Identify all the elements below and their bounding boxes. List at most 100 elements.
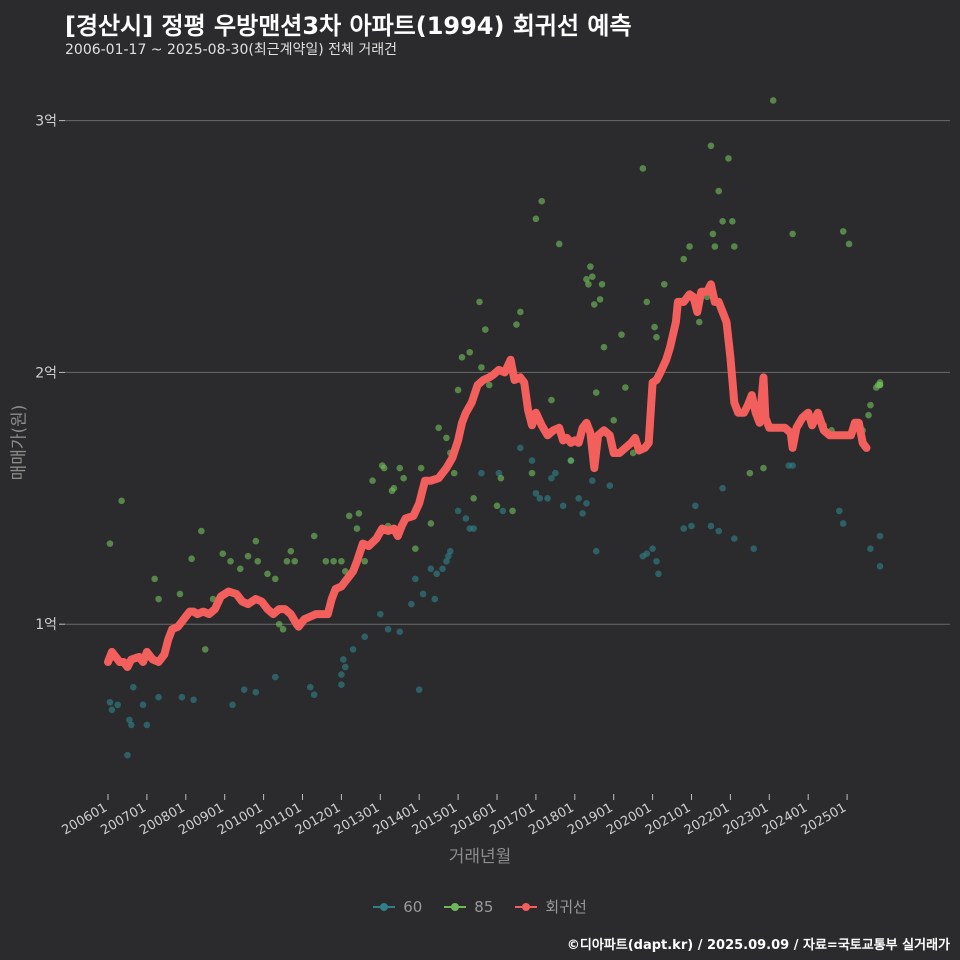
data-point-85 bbox=[291, 557, 299, 565]
data-point-85 bbox=[271, 575, 279, 583]
data-point-60 bbox=[338, 681, 345, 688]
data-point-60 bbox=[876, 532, 884, 540]
data-point-85 bbox=[254, 557, 262, 565]
data-point-60 bbox=[499, 507, 507, 515]
data-point-85 bbox=[695, 318, 703, 326]
data-point-60 bbox=[575, 495, 582, 502]
data-point-60 bbox=[419, 590, 427, 598]
data-point-85 bbox=[118, 497, 125, 505]
regression-line bbox=[104, 280, 871, 671]
data-point-60 bbox=[310, 691, 318, 699]
data-point-85 bbox=[476, 298, 483, 306]
data-point-60 bbox=[583, 500, 590, 507]
data-point-60 bbox=[789, 462, 796, 469]
data-point-85 bbox=[361, 557, 369, 565]
data-point-60 bbox=[431, 595, 439, 603]
data-point-85 bbox=[176, 590, 184, 598]
data-point-85 bbox=[219, 550, 227, 557]
data-point-85 bbox=[598, 280, 606, 288]
data-point-85 bbox=[287, 547, 295, 555]
data-point-60 bbox=[688, 522, 695, 530]
legend-swatch-85 bbox=[444, 901, 467, 913]
data-point-60 bbox=[439, 565, 446, 573]
legend-label-regression: 회귀선 bbox=[545, 898, 587, 916]
data-point-85 bbox=[400, 474, 407, 482]
legend-item-regression: 회귀선 bbox=[515, 896, 587, 917]
data-point-60 bbox=[412, 575, 419, 583]
data-point-85 bbox=[839, 228, 847, 235]
x-axis-label: 거래년월 bbox=[448, 847, 512, 867]
data-point-60 bbox=[349, 646, 357, 653]
data-point-85 bbox=[338, 557, 345, 565]
data-point-60 bbox=[427, 565, 435, 573]
data-point-85 bbox=[155, 595, 162, 603]
data-point-60 bbox=[443, 557, 450, 565]
data-point-60 bbox=[548, 474, 555, 482]
data-point-60 bbox=[836, 507, 843, 515]
data-point-60 bbox=[384, 625, 392, 633]
data-point-85 bbox=[322, 557, 330, 565]
chart-title: [경산시] 정평 우방맨션3차 아파트(1994) 회귀선 예측 bbox=[65, 12, 632, 40]
data-point-85 bbox=[412, 545, 419, 552]
data-point-85 bbox=[493, 502, 501, 510]
legend-label-60: 60 bbox=[403, 897, 423, 916]
data-point-85 bbox=[789, 230, 796, 238]
y-tick-label: 2억 bbox=[35, 365, 57, 381]
data-point-60 bbox=[361, 633, 369, 641]
data-point-85 bbox=[517, 308, 524, 316]
y-axis-label: 매매가(원) bbox=[9, 404, 30, 481]
data-point-85 bbox=[719, 218, 726, 225]
data-point-85 bbox=[188, 555, 195, 563]
data-point-60 bbox=[447, 547, 454, 555]
data-point-85 bbox=[497, 474, 505, 482]
data-point-85 bbox=[567, 457, 575, 464]
data-point-85 bbox=[653, 333, 660, 341]
data-point-60 bbox=[124, 751, 131, 759]
data-point-85 bbox=[236, 565, 244, 573]
data-point-85 bbox=[760, 464, 767, 472]
y-tick-label: 1억 bbox=[35, 617, 57, 633]
data-point-60 bbox=[106, 698, 114, 706]
data-point-60 bbox=[478, 469, 485, 477]
data-point-85 bbox=[730, 243, 738, 250]
data-point-85 bbox=[106, 540, 114, 547]
data-point-60 bbox=[876, 562, 884, 570]
data-point-85 bbox=[680, 255, 688, 263]
data-point-60 bbox=[306, 683, 314, 691]
data-point-60 bbox=[730, 535, 738, 542]
data-point-60 bbox=[445, 552, 452, 560]
data-point-85 bbox=[590, 301, 598, 308]
data-point-60 bbox=[589, 477, 596, 484]
data-point-85 bbox=[151, 575, 158, 583]
legend-swatch-60 bbox=[373, 901, 396, 913]
data-point-60 bbox=[190, 696, 197, 704]
data-point-85 bbox=[330, 557, 337, 565]
data-point-60 bbox=[528, 457, 536, 464]
data-point-60 bbox=[536, 495, 544, 502]
data-point-85 bbox=[622, 384, 629, 391]
data-point-60 bbox=[129, 683, 137, 691]
data-point-60 bbox=[707, 522, 715, 530]
data-point-60 bbox=[750, 545, 758, 552]
data-point-85 bbox=[244, 552, 252, 560]
data-point-85 bbox=[686, 243, 693, 250]
data-point-60 bbox=[552, 469, 559, 477]
data-point-85 bbox=[583, 275, 590, 283]
data-point-60 bbox=[867, 545, 874, 552]
data-point-85 bbox=[548, 396, 555, 404]
data-point-85 bbox=[867, 401, 874, 409]
data-point-60 bbox=[649, 545, 656, 552]
data-point-85 bbox=[532, 215, 540, 223]
data-point-60 bbox=[454, 507, 462, 515]
data-point-85 bbox=[651, 323, 658, 331]
data-point-60 bbox=[114, 701, 122, 709]
data-point-85 bbox=[729, 218, 736, 225]
data-point-85 bbox=[587, 263, 594, 270]
data-point-85 bbox=[643, 298, 651, 306]
legend-label-85: 85 bbox=[474, 897, 494, 916]
data-point-85 bbox=[390, 484, 398, 492]
data-point-85 bbox=[353, 525, 361, 532]
data-point-85 bbox=[478, 364, 485, 371]
data-point-60 bbox=[178, 693, 186, 701]
